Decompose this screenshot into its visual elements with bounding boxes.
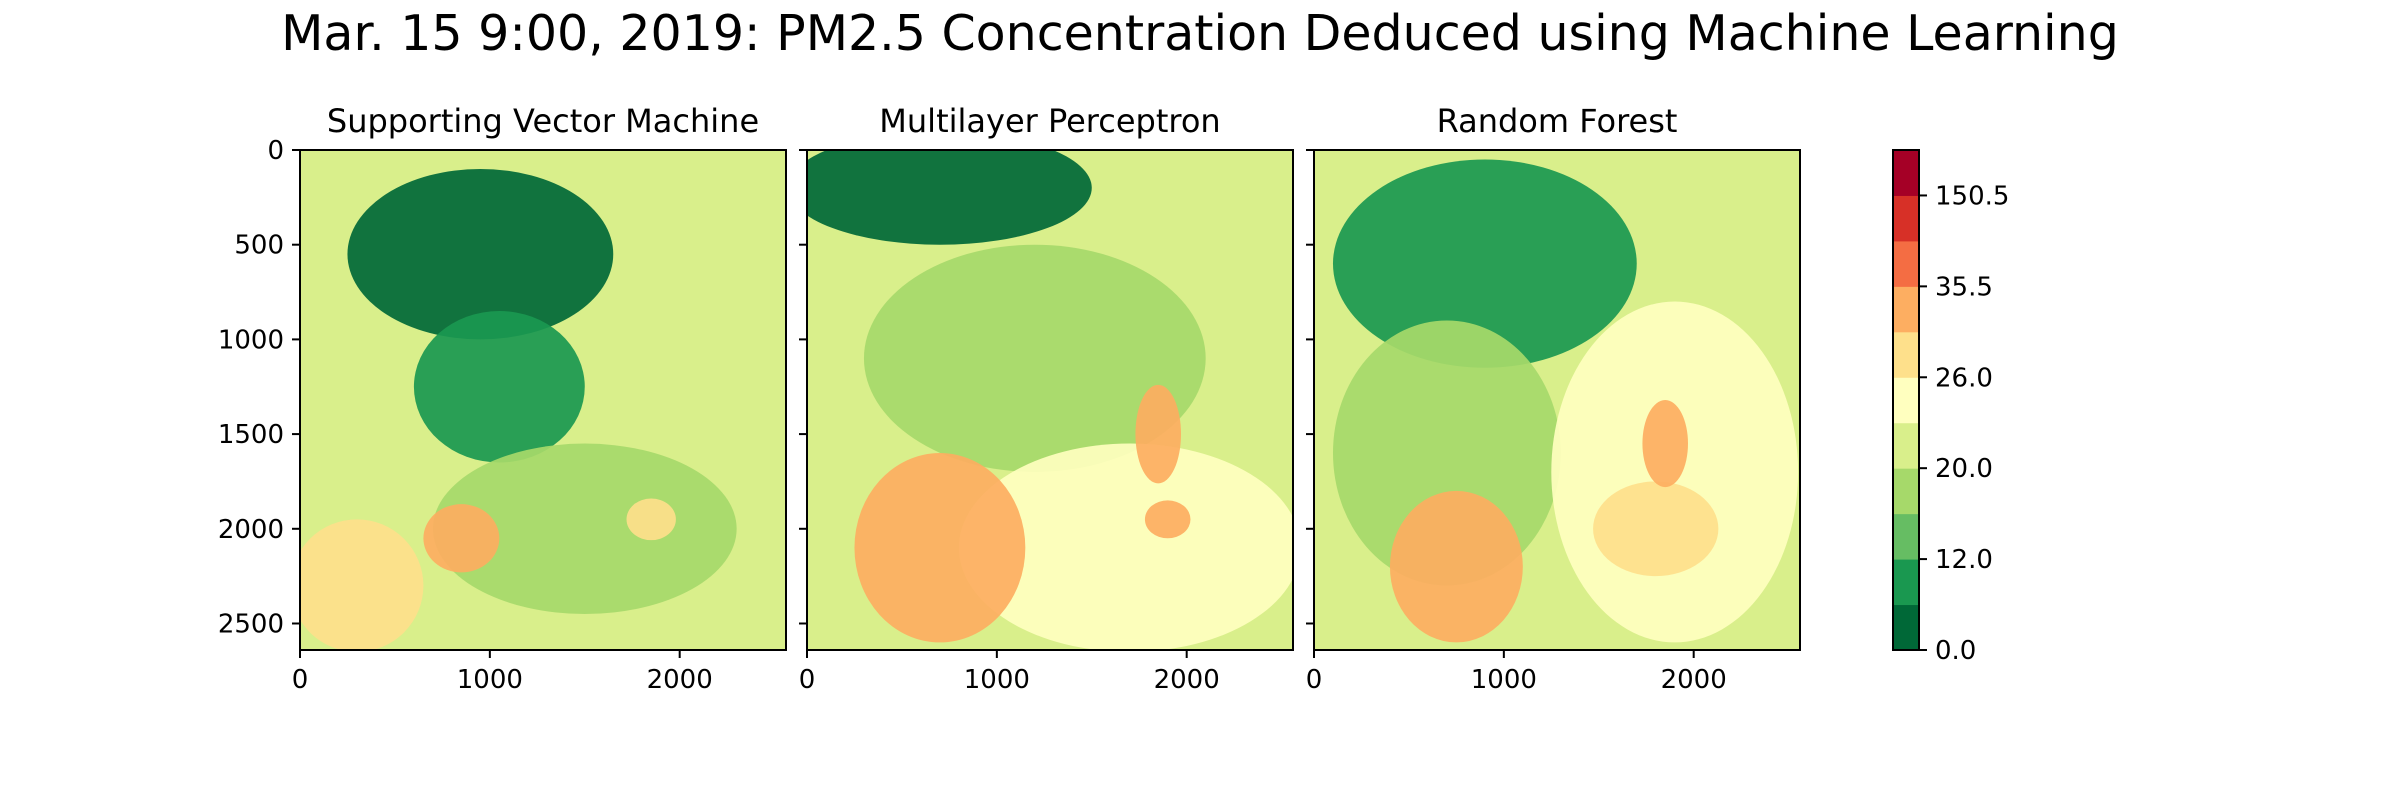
heatmap-region (1332, 159, 1637, 368)
y-tick-label: 2500 (218, 609, 284, 639)
colorbar-band (1893, 422, 1919, 469)
colorbar-bands (1893, 150, 1919, 651)
x-tick-label: 2000 (1154, 665, 1220, 695)
y-tick-label: 0 (267, 136, 284, 166)
x-tick-label: 2000 (647, 665, 713, 695)
colorbar-band (1893, 286, 1919, 333)
panel-title-svm: Supporting Vector Machine (327, 102, 759, 140)
heatmap-region (423, 504, 500, 573)
colorbar-band (1893, 331, 1919, 378)
x-tick-label: 0 (799, 665, 816, 695)
heatmap-rf (1314, 150, 1800, 650)
colorbar-band (1893, 468, 1919, 515)
colorbar-band (1893, 150, 1919, 196)
colorbar-band (1893, 240, 1919, 287)
colorbar-tick-label: 35.5 (1935, 272, 1993, 302)
colorbar-tick-label: 150.5 (1935, 181, 2009, 211)
heatmap-svm (300, 150, 786, 650)
y-tick-label: 500 (234, 231, 284, 261)
panel-mlp: Multilayer Perceptron 0 1000 2000 (799, 102, 1294, 695)
colorbar-band (1893, 559, 1919, 606)
y-ticks-svm: 0 500 1000 1500 2000 2500 (218, 136, 300, 639)
colorbar-band (1893, 195, 1919, 242)
heatmap-region (1135, 384, 1181, 484)
y-ticks-rf (1306, 149, 1314, 625)
x-ticks-mlp: 0 1000 2000 (799, 650, 1220, 695)
colorbar-tick-label: 12.0 (1935, 545, 1993, 575)
heatmap-region (958, 443, 1293, 650)
colorbar-band (1893, 604, 1919, 651)
colorbar-frame (1892, 149, 1920, 651)
heatmap-region (854, 453, 1026, 643)
x-tick-label: 2000 (1661, 665, 1727, 695)
heatmap-mlp (807, 150, 1293, 650)
axes-frame-rf (1313, 149, 1801, 651)
x-tick-label: 0 (292, 665, 309, 695)
figure-title: Mar. 15 9:00, 2019: PM2.5 Concentration … (281, 5, 2119, 62)
heatmap-region (300, 519, 424, 650)
colorbar: 0.0 12.0 20.0 26.0 35.5 150.5 (1892, 149, 2009, 666)
heatmap-region (626, 498, 676, 541)
x-tick-label: 0 (1306, 665, 1323, 695)
heatmap-region (1593, 481, 1719, 577)
colorbar-tick-label: 26.0 (1935, 363, 1993, 393)
y-tick-label: 2000 (218, 515, 284, 545)
panel-rf: Random Forest 0 1000 2000 (1306, 102, 1801, 695)
colorbar-tick-label: 0.0 (1935, 636, 1976, 666)
x-ticks-rf: 0 1000 2000 (1306, 650, 1727, 695)
y-tick-label: 1500 (218, 420, 284, 450)
panel-title-mlp: Multilayer Perceptron (879, 102, 1220, 140)
heatmap-region (807, 150, 1092, 245)
x-tick-label: 1000 (1471, 665, 1537, 695)
y-ticks-mlp (799, 149, 807, 625)
heatmap-region (432, 443, 737, 615)
colorbar-band (1893, 377, 1919, 424)
heatmap-region (413, 310, 585, 463)
y-tick-label: 1000 (218, 325, 284, 355)
heatmap-region (863, 244, 1206, 472)
heatmap-region (1144, 500, 1191, 539)
panel-svm: Supporting Vector Machine 0 1000 2000 0 500… (218, 102, 787, 695)
x-ticks-svm: 0 1000 2000 (292, 650, 713, 695)
panel-title-rf: Random Forest (1437, 102, 1678, 140)
x-tick-label: 1000 (964, 665, 1030, 695)
x-tick-label: 1000 (457, 665, 523, 695)
heatmap-region (347, 168, 614, 340)
heatmap-region (1389, 490, 1523, 643)
heatmap-region (1642, 400, 1688, 488)
axes-frame-mlp (806, 149, 1294, 651)
axes-frame-svm (299, 149, 787, 651)
colorbar-band (1893, 513, 1919, 560)
colorbar-ticks: 0.0 12.0 20.0 26.0 35.5 150.5 (1919, 181, 2009, 666)
colorbar-tick-label: 20.0 (1935, 454, 1993, 484)
